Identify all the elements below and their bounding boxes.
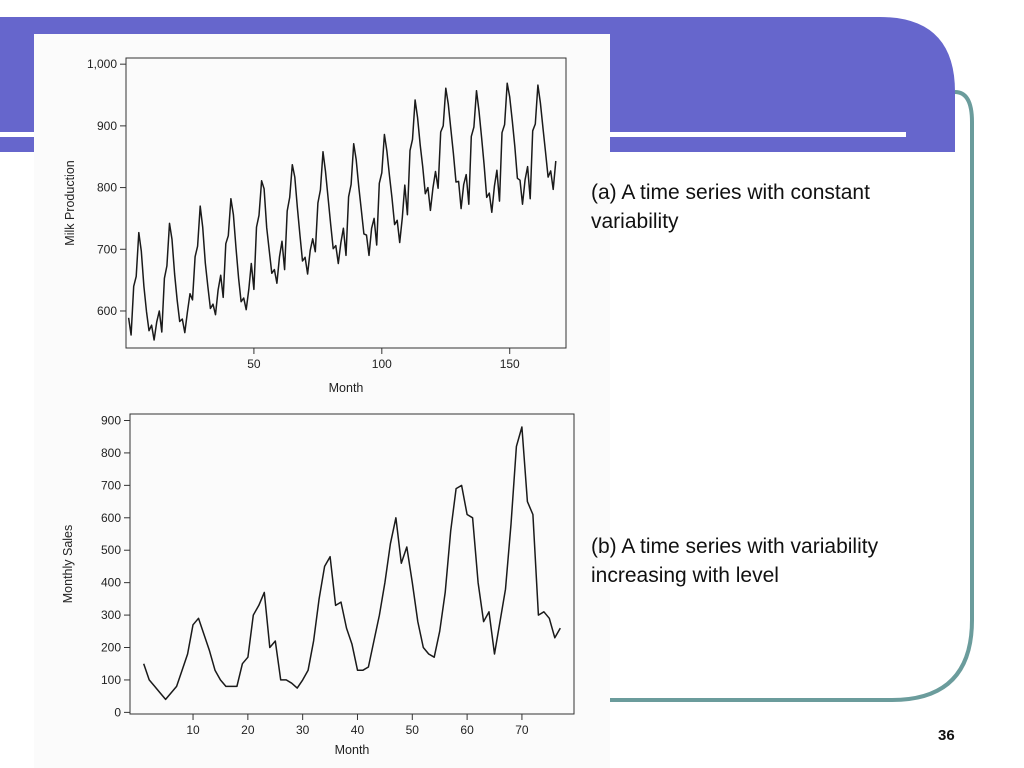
x-tick-label: 40 (351, 723, 365, 737)
x-tick-label: 70 (515, 723, 529, 737)
milk-production-chart: 600 700 800 900 1,000 50 100 150 Month Milk Produ… (63, 57, 567, 395)
x-axis-label: Month (335, 743, 370, 757)
monthly-sales-chart: 0 100 200 300 400 500 600 700 800 900 10 20 30 40 50 60… (61, 413, 575, 757)
caption-b: (b) A time series with variability incre… (591, 535, 879, 587)
y-tick-label: 800 (97, 181, 117, 195)
y-tick-label: 400 (101, 576, 121, 590)
x-axis-label: Month (329, 381, 364, 395)
y-tick-label: 100 (101, 673, 121, 687)
y-tick-label: 800 (101, 446, 121, 460)
y-tick-label: 0 (114, 705, 121, 719)
plot-frame (129, 413, 575, 715)
x-tick-label: 50 (406, 723, 420, 737)
y-tick-label: 700 (97, 242, 117, 256)
y-tick-label: 700 (101, 478, 121, 492)
y-tick-label: 600 (97, 304, 117, 318)
y-axis-label: Milk Production (63, 160, 77, 245)
y-tick-label: 900 (101, 413, 121, 427)
x-tick-label: 100 (372, 357, 392, 371)
caption-a: (a) A time series with constant variabil… (591, 181, 870, 233)
x-tick-label: 10 (186, 723, 200, 737)
y-tick-label: 300 (101, 608, 121, 622)
y-tick-label: 600 (101, 511, 121, 525)
y-tick-label: 900 (97, 119, 117, 133)
y-axis-label: Monthly Sales (61, 525, 75, 604)
plot-frame (125, 57, 567, 349)
y-tick-label: 200 (101, 641, 121, 655)
y-tick-label: 1,000 (87, 57, 117, 71)
series-line (127, 82, 557, 341)
page-number: 36 (938, 727, 955, 744)
x-tick-label: 20 (241, 723, 255, 737)
x-tick-label: 50 (247, 357, 261, 371)
x-tick-label: 30 (296, 723, 310, 737)
scanned-figure-panel: 600 700 800 900 1,000 50 100 150 Month Milk Produ… (34, 34, 610, 768)
series-line (142, 426, 561, 701)
content-frame (610, 90, 974, 702)
x-tick-label: 60 (460, 723, 474, 737)
x-tick-label: 150 (500, 357, 520, 371)
y-tick-label: 500 (101, 543, 121, 557)
